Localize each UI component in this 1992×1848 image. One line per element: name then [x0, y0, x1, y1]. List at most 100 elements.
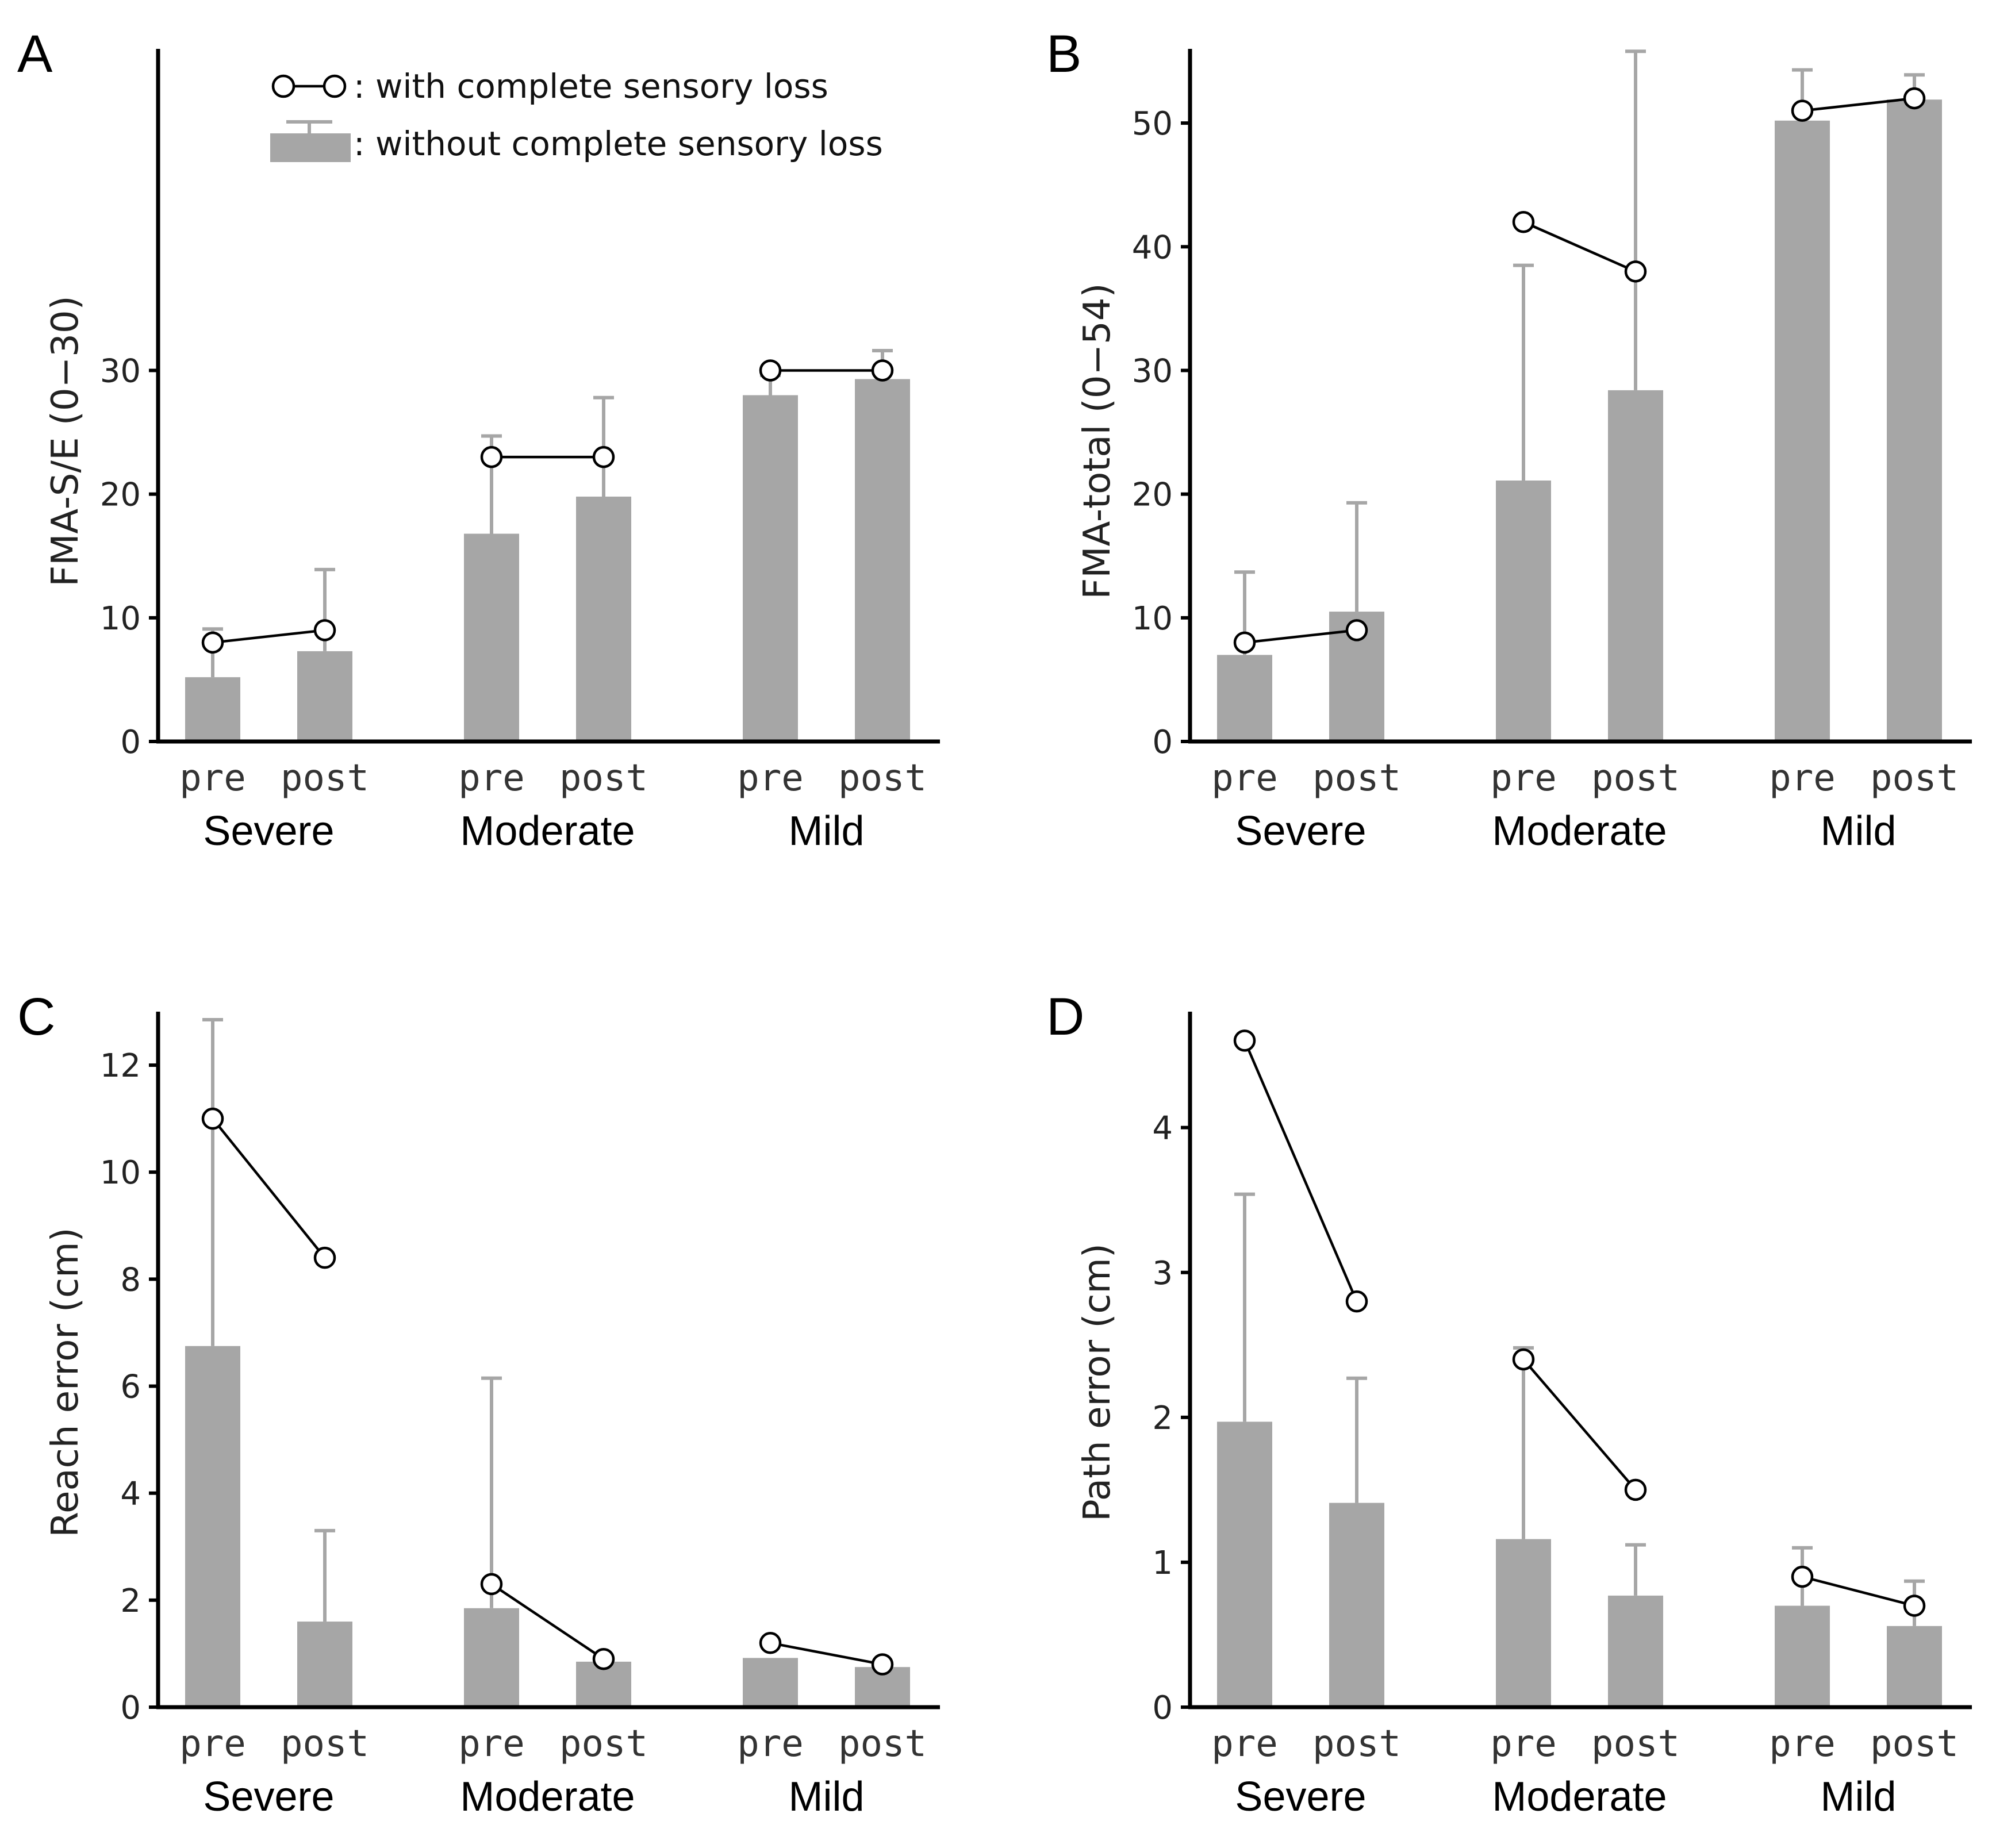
- group-label: Severe: [203, 808, 334, 854]
- bar: [464, 1608, 519, 1707]
- sensory-loss-point: [759, 359, 782, 382]
- bar: [576, 496, 631, 741]
- bar: [1496, 1539, 1551, 1707]
- y-tick-label: 4: [120, 1476, 141, 1513]
- bar: [297, 651, 352, 741]
- y-tick-label: 1: [1152, 1545, 1173, 1582]
- sensory-loss-point: [592, 1647, 615, 1670]
- condition-label: pre: [1769, 757, 1836, 800]
- condition-label: post: [1870, 1723, 1959, 1765]
- y-tick-label: 30: [100, 352, 141, 390]
- sensory-loss-line: [1243, 1040, 1358, 1303]
- bar: [185, 1346, 240, 1707]
- condition-label: pre: [179, 1723, 246, 1765]
- sensory-loss-point: [201, 631, 224, 654]
- bar: [1775, 1605, 1830, 1707]
- sensory-loss-point: [313, 619, 336, 641]
- condition-label: post: [1312, 1723, 1401, 1765]
- condition-label: post: [1870, 757, 1959, 800]
- condition-label: pre: [1211, 757, 1278, 800]
- sensory-loss-line: [1523, 221, 1636, 273]
- sensory-loss-point: [1345, 1290, 1368, 1313]
- condition-label: post: [1312, 757, 1401, 800]
- legend-with-label: : with complete sensory loss: [354, 67, 828, 106]
- sensory-loss-point: [1233, 1029, 1256, 1052]
- sensory-loss-line: [1522, 1358, 1637, 1491]
- condition-label: post: [281, 1723, 369, 1765]
- group-label: Mild: [1820, 808, 1896, 854]
- sensory-loss-point: [1791, 99, 1814, 122]
- y-tick-label: 2: [1152, 1400, 1173, 1437]
- bar: [1887, 99, 1942, 741]
- bar: [743, 1658, 798, 1707]
- condition-label: pre: [179, 757, 246, 800]
- bar: [1887, 1626, 1942, 1707]
- y-tick-label: 6: [120, 1369, 141, 1406]
- y-axis-label: FMA-total (0−54): [1076, 283, 1119, 600]
- y-tick-label: 10: [100, 600, 141, 637]
- sensory-loss-point: [1512, 211, 1535, 233]
- condition-label: post: [838, 1723, 927, 1765]
- group-label: Moderate: [1492, 808, 1667, 854]
- y-tick-label: 20: [1132, 477, 1173, 514]
- y-tick-label: 8: [120, 1261, 141, 1298]
- sensory-loss-point: [759, 1632, 782, 1654]
- bar: [1217, 655, 1272, 741]
- panel-letter: B: [1046, 25, 1081, 83]
- legend-without-label: : without complete sensory loss: [354, 124, 883, 163]
- legend-marker-left: [271, 74, 295, 98]
- condition-label: pre: [1769, 1723, 1836, 1765]
- y-tick-label: 10: [1132, 600, 1173, 637]
- condition-label: pre: [458, 1723, 525, 1765]
- bar: [855, 379, 910, 741]
- legend-bar-swatch: [270, 133, 351, 162]
- sensory-loss-point: [592, 445, 615, 468]
- sensory-loss-line: [1802, 1575, 1915, 1607]
- group-label: Mild: [788, 1774, 864, 1820]
- sensory-loss-line: [1244, 629, 1357, 644]
- sensory-loss-point: [1624, 260, 1647, 283]
- condition-label: pre: [737, 1723, 804, 1765]
- condition-label: post: [559, 1723, 648, 1765]
- y-tick-label: 2: [120, 1582, 141, 1620]
- group-label: Severe: [1235, 1774, 1366, 1820]
- condition-label: post: [1591, 1723, 1680, 1765]
- sensory-loss-line: [212, 1117, 326, 1259]
- panel-letter: C: [17, 988, 55, 1046]
- group-label: Moderate: [1492, 1774, 1667, 1820]
- y-tick-label: 0: [1152, 1689, 1173, 1727]
- sensory-loss-point: [480, 445, 503, 468]
- y-tick-label: 10: [100, 1154, 141, 1192]
- sensory-loss-point: [1512, 1348, 1535, 1371]
- bar: [1775, 120, 1830, 741]
- y-tick-label: 3: [1152, 1255, 1173, 1292]
- group-label: Severe: [203, 1774, 334, 1820]
- condition-label: pre: [1490, 1723, 1557, 1765]
- bar: [1608, 390, 1663, 741]
- bar: [1608, 1595, 1663, 1707]
- sensory-loss-line: [1802, 97, 1915, 112]
- panel-letter: A: [17, 25, 53, 83]
- group-label: Moderate: [460, 808, 635, 854]
- y-axis-label: FMA-S/E (0−30): [44, 295, 87, 586]
- bar: [1496, 480, 1551, 741]
- sensory-loss-point: [871, 1653, 894, 1676]
- sensory-loss-point: [1624, 1478, 1647, 1501]
- y-tick-label: 12: [100, 1047, 141, 1085]
- sensory-loss-point: [1903, 87, 1926, 110]
- bar: [297, 1622, 352, 1707]
- sensory-loss-point: [871, 359, 894, 382]
- sensory-loss-point: [1233, 631, 1256, 654]
- y-tick-label: 20: [100, 477, 141, 514]
- y-tick-label: 30: [1132, 352, 1173, 390]
- bar: [743, 395, 798, 741]
- y-tick-label: 0: [120, 724, 141, 761]
- group-label: Mild: [1820, 1774, 1896, 1820]
- panel-letter: D: [1046, 988, 1084, 1046]
- y-tick-label: 50: [1132, 105, 1173, 143]
- y-tick-label: 40: [1132, 229, 1173, 266]
- sensory-loss-line: [490, 1583, 605, 1661]
- sensory-loss-line: [770, 1642, 883, 1666]
